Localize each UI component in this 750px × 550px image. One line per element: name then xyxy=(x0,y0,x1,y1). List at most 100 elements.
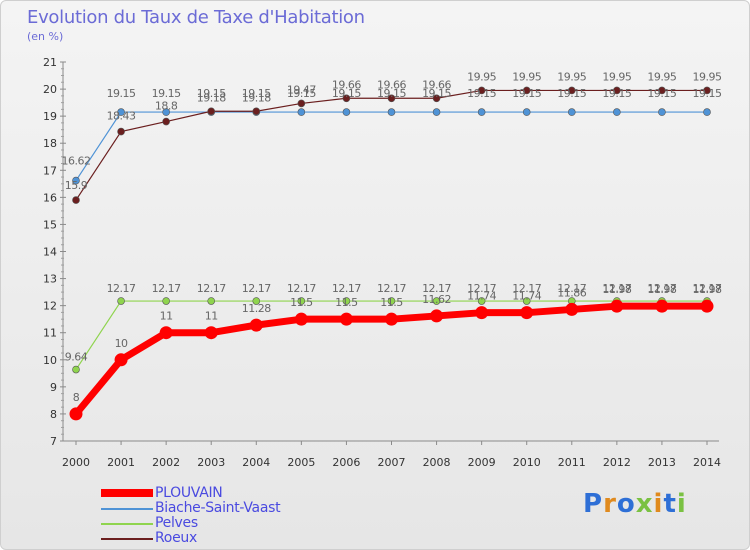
data-label: 19.15 xyxy=(332,87,361,100)
data-point xyxy=(342,94,351,103)
data-point xyxy=(520,306,534,320)
data-label: 10 xyxy=(115,337,128,350)
x-tick-label: 2010 xyxy=(513,456,541,469)
series-line-1 xyxy=(75,111,708,182)
data-label: 12.17 xyxy=(377,282,406,295)
proxiti-logo: Proxiti xyxy=(583,489,687,519)
data-point xyxy=(159,326,173,340)
y-tick-label: 14 xyxy=(43,246,57,259)
data-point xyxy=(522,86,531,95)
data-point xyxy=(342,108,351,116)
data-point xyxy=(72,365,80,374)
data-label: 19.15 xyxy=(152,87,181,100)
data-label: 11 xyxy=(205,310,218,323)
data-point xyxy=(117,127,125,136)
data-label: 12.17 xyxy=(602,282,631,295)
data-label: 8 xyxy=(73,391,80,404)
data-label: 16.62 xyxy=(62,155,91,168)
data-point xyxy=(432,94,441,103)
data-label: 19.18 xyxy=(197,91,226,104)
data-label: 11.98 xyxy=(693,283,722,296)
data-point xyxy=(342,297,351,305)
data-label: 12.17 xyxy=(647,282,676,295)
data-point xyxy=(477,108,486,116)
data-point xyxy=(294,312,308,326)
data-label: 12.17 xyxy=(287,282,316,295)
data-point xyxy=(204,326,218,340)
x-tick-label: 2001 xyxy=(107,456,135,469)
x-tick-label: 2006 xyxy=(332,456,360,469)
data-label: 11.5 xyxy=(380,296,403,309)
data-point xyxy=(522,297,531,305)
data-label: 19.95 xyxy=(557,70,586,83)
y-tick-label: 10 xyxy=(43,354,57,367)
data-label: 12.17 xyxy=(242,282,271,295)
data-point xyxy=(613,86,621,95)
data-point xyxy=(430,309,444,323)
data-point xyxy=(658,86,666,95)
data-label: 19.66 xyxy=(422,78,451,91)
x-tick-label: 2014 xyxy=(693,456,721,469)
data-label: 19.15 xyxy=(557,87,586,100)
y-tick-label: 21 xyxy=(43,56,57,69)
data-label: 19.95 xyxy=(467,70,496,83)
data-label: 19.95 xyxy=(602,70,631,83)
data-point xyxy=(252,297,261,305)
data-point xyxy=(387,94,396,103)
data-point xyxy=(162,117,170,126)
x-tick-label: 2009 xyxy=(468,456,496,469)
logo-letter: o xyxy=(616,489,636,519)
y-tick-label: 9 xyxy=(50,381,57,394)
data-label: 12.17 xyxy=(512,282,541,295)
data-label: 12.17 xyxy=(332,282,361,295)
y-tick-label: 11 xyxy=(43,327,57,340)
data-point xyxy=(565,302,579,316)
data-label: 19.15 xyxy=(107,87,136,100)
data-point xyxy=(297,297,306,305)
data-point xyxy=(117,108,125,116)
data-label: 11.98 xyxy=(602,283,631,296)
data-point xyxy=(297,99,306,108)
data-point xyxy=(117,297,125,305)
data-label: 19.95 xyxy=(647,70,676,83)
data-label: 11.5 xyxy=(290,296,313,309)
data-label: 19.18 xyxy=(242,91,271,104)
data-label: 15.9 xyxy=(65,179,88,192)
legend-swatch xyxy=(101,538,153,540)
y-tick-label: 20 xyxy=(43,83,57,96)
data-label: 11.62 xyxy=(422,293,451,306)
logo-letter: i xyxy=(676,489,687,519)
data-point xyxy=(387,108,396,116)
y-tick-label: 19 xyxy=(43,110,57,123)
data-label: 19.66 xyxy=(377,78,406,91)
data-point xyxy=(477,86,486,95)
x-tick-label: 2002 xyxy=(152,456,180,469)
data-label: 19.15 xyxy=(197,87,226,100)
data-point xyxy=(297,108,306,116)
data-label: 19.15 xyxy=(422,87,451,100)
data-point xyxy=(387,297,396,305)
chart-subtitle: (en %) xyxy=(27,30,64,43)
data-point xyxy=(703,108,711,116)
y-tick-label: 17 xyxy=(43,164,57,177)
logo-letter: r xyxy=(603,489,617,519)
data-label: 19.15 xyxy=(377,87,406,100)
data-point xyxy=(432,297,441,305)
data-point xyxy=(522,108,531,116)
data-point xyxy=(658,108,666,116)
data-point xyxy=(69,407,83,421)
legend-swatch xyxy=(101,508,153,510)
data-point xyxy=(567,108,576,116)
legend-label: Roeux xyxy=(155,530,197,546)
data-point xyxy=(252,107,261,116)
data-label: 19.95 xyxy=(512,70,541,83)
data-label: 12.17 xyxy=(422,282,451,295)
data-point xyxy=(475,306,489,320)
y-tick-label: 18 xyxy=(43,137,57,150)
data-point xyxy=(162,297,170,305)
data-label: 11.98 xyxy=(647,283,676,296)
data-label: 11.28 xyxy=(242,302,271,315)
x-tick-label: 2013 xyxy=(648,456,676,469)
data-point xyxy=(72,196,80,204)
